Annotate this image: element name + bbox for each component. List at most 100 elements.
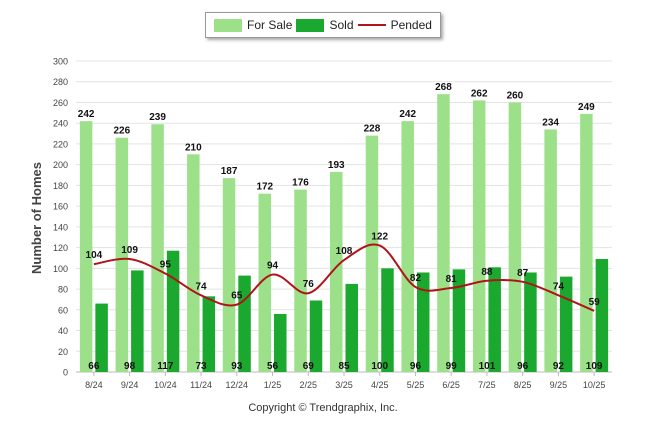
data-label-for-sale: 260 — [507, 90, 524, 101]
bar-sold — [238, 275, 251, 372]
x-tick-label: 8/24 — [85, 380, 103, 390]
data-label-for-sale: 187 — [221, 166, 238, 177]
x-tick-label: 1/25 — [264, 380, 282, 390]
bar-sold — [274, 313, 287, 372]
bar-for-sale — [294, 189, 307, 372]
y-tick-label: 60 — [58, 305, 68, 315]
bar-for-sale — [222, 178, 236, 372]
pended-line-layer — [93, 243, 595, 312]
x-tick-label: 6/25 — [442, 380, 460, 390]
y-tick-label: 0 — [63, 368, 68, 378]
x-tick-label: 9/24 — [121, 380, 139, 390]
bar-for-sale — [258, 193, 272, 372]
data-label-sold: 96 — [410, 361, 422, 372]
data-label-for-sale: 234 — [542, 117, 559, 128]
bar-for-sale — [544, 129, 557, 372]
y-tick-label: 100 — [53, 264, 68, 274]
x-tick-label: 8/25 — [514, 380, 532, 390]
bar-sold — [488, 267, 501, 372]
legend: For Sale Sold Pended — [205, 12, 441, 38]
bar-for-sale — [437, 94, 450, 372]
bar-sold — [345, 283, 358, 372]
bars — [79, 94, 609, 373]
data-label-pended: 109 — [121, 245, 138, 256]
bar-for-sale — [508, 102, 522, 372]
bar-sold — [95, 303, 108, 372]
legend-item-pended[interactable]: Pended — [357, 18, 432, 32]
x-tick-label: 11/24 — [190, 380, 212, 390]
bar-for-sale — [365, 135, 379, 372]
x-tick-label: 7/25 — [478, 380, 496, 390]
x-tick-label: 3/25 — [335, 380, 353, 390]
data-label-for-sale: 249 — [578, 102, 595, 113]
data-label-for-sale: 193 — [328, 160, 345, 171]
y-tick-label: 40 — [58, 326, 68, 336]
y-tick-label: 80 — [58, 285, 68, 295]
data-label-for-sale: 172 — [256, 182, 273, 193]
bar-for-sale — [330, 171, 343, 372]
data-labels: 242 66 226 98 239 117 210 73 187 93 172 56 176 69 193 8… — [78, 82, 603, 372]
data-label-pended: 108 — [336, 246, 353, 257]
legend-item-sold[interactable]: Sold — [296, 18, 354, 32]
data-label-sold: 100 — [371, 361, 388, 372]
y-tick-label: 260 — [53, 98, 68, 108]
legend-swatch-sold — [296, 18, 325, 32]
x-tick-label: 2/25 — [300, 380, 318, 390]
bar-for-sale — [472, 100, 486, 372]
legend-label-for-sale: For Sale — [247, 18, 293, 32]
legend-swatch-pended — [357, 24, 386, 26]
data-label-sold: 85 — [338, 361, 350, 372]
data-label-sold: 109 — [586, 361, 603, 372]
data-label-sold: 69 — [303, 361, 315, 372]
data-label-sold: 93 — [231, 361, 243, 372]
y-tick-label: 120 — [53, 243, 68, 253]
y-tick-label: 140 — [53, 222, 68, 232]
data-label-sold: 66 — [88, 361, 100, 372]
data-label-pended: 122 — [371, 232, 388, 243]
data-label-for-sale: 242 — [78, 109, 95, 120]
x-tick-label: 5/25 — [407, 380, 425, 390]
bar-sold — [524, 272, 537, 372]
data-label-for-sale: 242 — [399, 109, 416, 120]
data-label-pended: 104 — [86, 250, 103, 261]
y-tick-label: 20 — [58, 347, 68, 357]
data-label-sold: 101 — [479, 361, 496, 372]
y-tick-label: 240 — [53, 119, 68, 129]
y-tick-label: 300 — [53, 57, 68, 67]
legend-item-for-sale[interactable]: For Sale — [214, 18, 292, 32]
x-tick-label: 12/24 — [226, 380, 249, 390]
x-tick-label: 10/25 — [583, 380, 606, 390]
data-label-sold: 117 — [157, 361, 174, 372]
data-label-pended: 87 — [517, 268, 529, 279]
data-label-pended: 81 — [446, 274, 458, 285]
data-label-for-sale: 239 — [149, 112, 166, 123]
y-axis-label: Number of Homes — [29, 162, 44, 274]
data-label-sold: 96 — [517, 361, 529, 372]
x-tick-label: 10/24 — [154, 380, 177, 390]
x-tick-label: 9/25 — [550, 380, 568, 390]
bar-for-sale — [187, 154, 200, 372]
data-label-for-sale: 226 — [114, 126, 131, 137]
data-label-pended: 82 — [410, 273, 422, 284]
data-label-pended: 59 — [589, 297, 601, 308]
data-label-pended: 74 — [196, 281, 208, 292]
data-label-for-sale: 268 — [435, 82, 452, 93]
data-label-pended: 95 — [160, 260, 172, 271]
bar-sold — [202, 296, 216, 372]
x-axis-ticks: 8/24 9/24 10/24 11/24 12/24 1/25 2/25 3/25 4/25 5… — [85, 372, 605, 390]
y-tick-label: 280 — [53, 77, 68, 87]
y-tick-label: 160 — [53, 202, 68, 212]
bar-for-sale — [151, 124, 164, 372]
bar-for-sale — [115, 137, 129, 372]
bar-sold — [452, 269, 466, 372]
data-label-pended: 76 — [303, 279, 315, 290]
data-label-sold: 56 — [267, 361, 279, 372]
legend-label-sold: Sold — [329, 18, 354, 32]
bar-sold — [416, 272, 430, 372]
data-label-pended: 65 — [231, 291, 243, 302]
legend-swatch-for-sale — [214, 18, 243, 32]
bar-sold — [309, 300, 323, 372]
y-tick-label: 220 — [53, 139, 68, 149]
bar-sold — [381, 268, 394, 372]
